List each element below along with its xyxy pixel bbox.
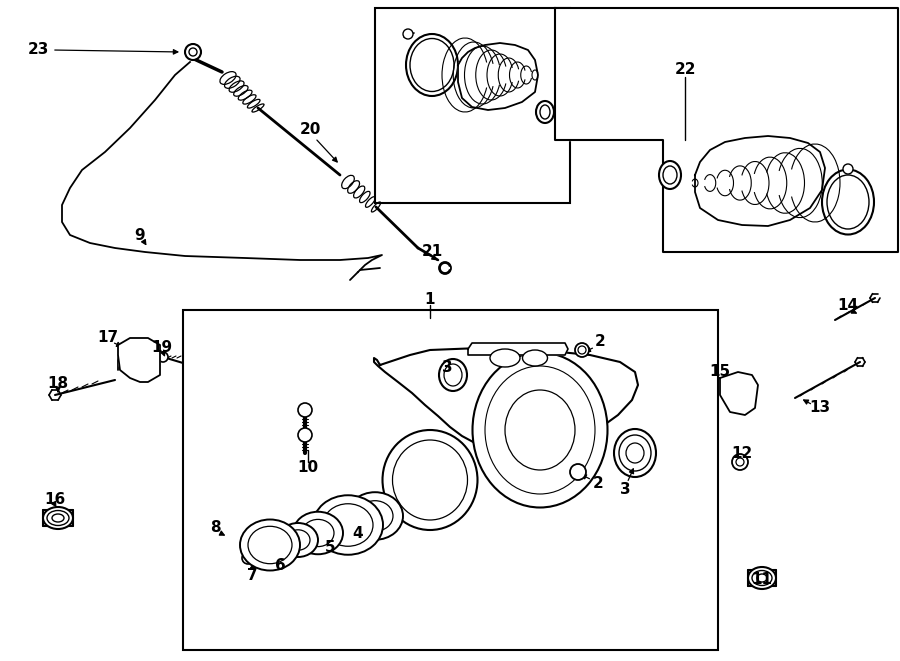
Ellipse shape <box>47 510 69 525</box>
Polygon shape <box>555 8 898 252</box>
Ellipse shape <box>382 430 478 530</box>
Circle shape <box>570 464 586 480</box>
Ellipse shape <box>827 175 869 229</box>
Ellipse shape <box>757 574 767 582</box>
Text: 20: 20 <box>300 122 320 137</box>
Text: 11: 11 <box>752 572 772 588</box>
Circle shape <box>298 403 312 417</box>
Ellipse shape <box>392 440 467 520</box>
Text: 23: 23 <box>27 42 49 58</box>
Ellipse shape <box>614 429 656 477</box>
Text: 12: 12 <box>732 446 752 461</box>
Text: 1: 1 <box>425 293 436 307</box>
Ellipse shape <box>313 495 383 555</box>
Ellipse shape <box>293 512 343 555</box>
Text: 2: 2 <box>595 334 606 350</box>
Text: 13: 13 <box>809 401 831 416</box>
Ellipse shape <box>439 359 467 391</box>
Ellipse shape <box>663 166 677 184</box>
Ellipse shape <box>444 364 462 386</box>
Circle shape <box>242 552 254 564</box>
Ellipse shape <box>659 161 681 189</box>
Ellipse shape <box>505 390 575 470</box>
Ellipse shape <box>752 570 772 586</box>
Polygon shape <box>118 338 160 382</box>
Circle shape <box>189 48 197 56</box>
Text: 17: 17 <box>97 330 119 346</box>
Text: 14: 14 <box>837 299 859 313</box>
Text: 18: 18 <box>48 377 68 391</box>
Text: 8: 8 <box>210 520 220 535</box>
Text: 15: 15 <box>709 364 731 379</box>
Ellipse shape <box>323 504 373 546</box>
Text: 5: 5 <box>325 541 336 555</box>
Ellipse shape <box>43 507 73 529</box>
Ellipse shape <box>822 169 874 235</box>
Ellipse shape <box>286 530 310 550</box>
Polygon shape <box>695 136 825 226</box>
Ellipse shape <box>490 349 520 367</box>
Text: 21: 21 <box>421 245 443 260</box>
Ellipse shape <box>540 105 550 119</box>
Text: 19: 19 <box>151 340 173 356</box>
Ellipse shape <box>278 523 318 557</box>
Ellipse shape <box>472 352 608 508</box>
Ellipse shape <box>485 366 595 494</box>
Polygon shape <box>458 43 538 110</box>
Circle shape <box>578 346 586 354</box>
Bar <box>375 8 570 203</box>
Ellipse shape <box>248 526 292 564</box>
Ellipse shape <box>52 514 64 522</box>
Bar <box>183 310 718 650</box>
Ellipse shape <box>619 435 651 471</box>
Ellipse shape <box>748 567 776 589</box>
Circle shape <box>843 164 853 174</box>
Ellipse shape <box>302 520 334 547</box>
Text: 4: 4 <box>353 527 364 541</box>
Ellipse shape <box>357 500 393 531</box>
Ellipse shape <box>536 101 554 123</box>
Circle shape <box>736 458 744 466</box>
Circle shape <box>732 454 748 470</box>
Ellipse shape <box>626 443 644 463</box>
Circle shape <box>439 262 451 274</box>
Ellipse shape <box>240 520 300 570</box>
Polygon shape <box>468 343 568 355</box>
Text: 7: 7 <box>247 568 257 582</box>
Polygon shape <box>720 372 758 415</box>
Ellipse shape <box>523 350 547 366</box>
Circle shape <box>575 343 589 357</box>
Text: 10: 10 <box>297 461 319 475</box>
Text: 16: 16 <box>44 492 66 508</box>
Circle shape <box>158 352 168 362</box>
Polygon shape <box>374 348 638 452</box>
Text: 6: 6 <box>274 557 285 572</box>
Text: 2: 2 <box>592 475 603 490</box>
Ellipse shape <box>410 38 454 91</box>
Text: 9: 9 <box>135 227 145 243</box>
Circle shape <box>403 29 413 39</box>
Text: 3: 3 <box>620 483 630 498</box>
Text: 3: 3 <box>442 360 453 375</box>
Ellipse shape <box>406 34 458 96</box>
Circle shape <box>298 428 312 442</box>
Ellipse shape <box>347 492 403 540</box>
Circle shape <box>185 44 201 60</box>
Text: 22: 22 <box>674 63 696 77</box>
